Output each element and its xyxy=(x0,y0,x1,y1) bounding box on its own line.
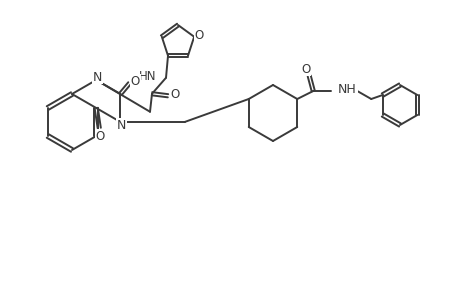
Text: N: N xyxy=(117,118,126,131)
Text: NH: NH xyxy=(337,82,356,95)
Text: O: O xyxy=(301,62,310,76)
Text: O: O xyxy=(194,29,203,42)
Text: HN: HN xyxy=(138,70,156,83)
Text: O: O xyxy=(170,88,179,101)
Text: O: O xyxy=(131,75,140,88)
Text: O: O xyxy=(95,130,105,142)
Text: N: N xyxy=(92,70,102,83)
